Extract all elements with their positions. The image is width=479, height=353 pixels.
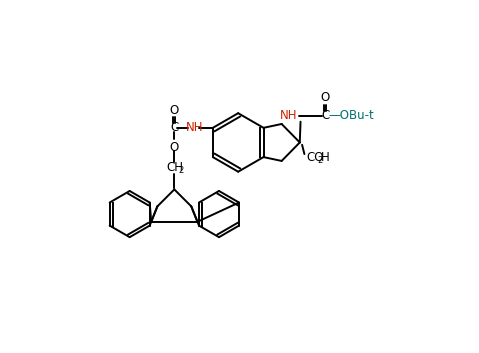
Text: O: O — [170, 104, 179, 116]
Text: O: O — [170, 140, 179, 154]
Text: C: C — [170, 121, 179, 134]
Text: —OBu-t: —OBu-t — [328, 109, 374, 122]
Text: C: C — [321, 109, 329, 122]
Text: NH: NH — [279, 109, 297, 122]
Text: H: H — [320, 151, 329, 164]
Text: 2: 2 — [318, 156, 323, 166]
Text: O: O — [320, 91, 330, 104]
Text: CH: CH — [167, 161, 183, 174]
Text: 2: 2 — [178, 167, 183, 175]
Text: CO: CO — [306, 151, 323, 164]
Text: NH: NH — [185, 121, 203, 134]
